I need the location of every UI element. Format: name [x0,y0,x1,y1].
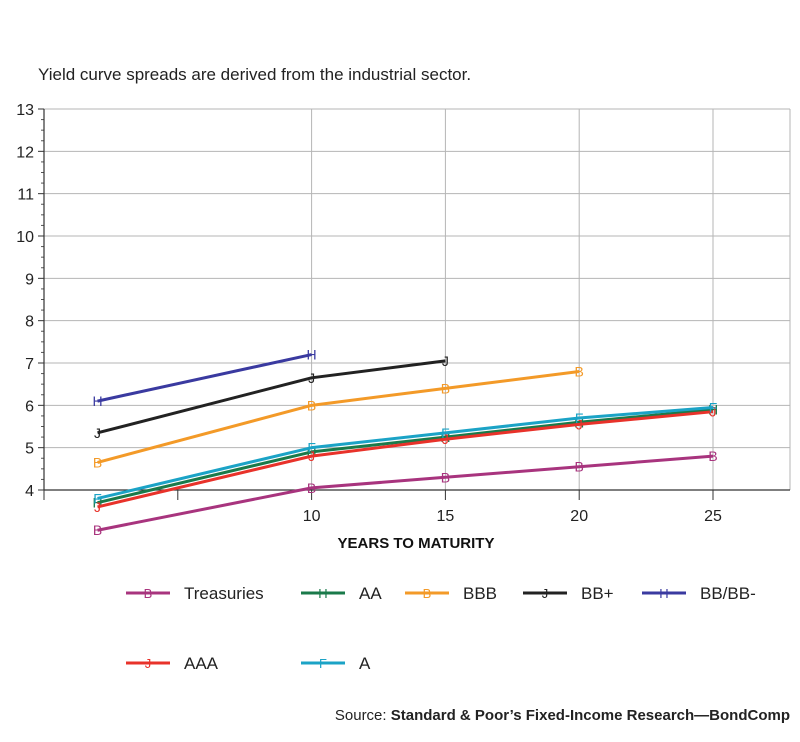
series-line-0 [97,454,714,532]
y-tick-label-13: 13 [16,102,34,119]
series-point-1-4: H [708,402,718,418]
y-tick-label-9: 9 [25,271,34,288]
series-point-6-1: F [307,440,316,456]
series-point-6-4: F [709,399,718,415]
series-point-5-0: J [94,499,101,515]
y-tick-label-4: 4 [25,483,34,500]
x-tick-label-15: 15 [437,508,455,525]
legend-label-2: BBB [463,584,497,603]
legend-marker-0: B [144,586,153,601]
series-line-5 [97,410,714,509]
source-prefix: Source: [335,707,391,724]
series-point-3-2: J [442,353,449,369]
y-tick-label-8: 8 [25,314,34,331]
x-axis-label: YEARS TO MATURITY [338,535,495,552]
legend-marker-3: J [542,586,549,601]
series-point-2-1: B [307,397,316,413]
series-line-1 [97,408,714,505]
series-point-2-0: B [93,454,102,470]
legend-label-0: Treasuries [184,584,264,603]
series-point-2-3: B [575,363,584,379]
axes: 4 5 6 7 8 9 10 11 12 13 10 15 20 25 [16,102,790,525]
series-line-6 [97,405,714,500]
series-point-3-1: J [308,370,315,386]
series-point-0-4: B [708,448,717,464]
y-tick-label-10: 10 [16,229,34,246]
series-point-1-0: H [92,495,102,511]
legend: B Treasuries H AA B BBB J BB+ H BB/BB-J AAA F A [126,584,756,673]
series-point-1-1: H [307,444,317,460]
series-point-5-1: J [308,448,315,464]
series-point-4-0: H [92,393,102,409]
series-point-6-3: F [575,410,584,426]
series-line-3 [97,359,446,435]
series-point-4-1: H [307,347,317,363]
series-point-0-1: B [307,480,316,496]
chart-subtitle: Yield curve spreads are derived from the… [38,65,471,84]
source-text: Standard & Poor’s Fixed-Income Research—… [391,707,790,724]
legend-label-4: BB/BB- [700,584,756,603]
series-point-5-2: J [442,431,449,447]
series-line-2 [97,369,580,464]
series-point-3-0: J [94,425,101,441]
y-tick-label-11: 11 [17,187,34,204]
legend-label-6: A [359,654,371,673]
series-point-6-2: F [441,425,450,441]
source-note: Source: Standard & Poor’s Fixed-Income R… [335,707,790,724]
series-point-5-4: J [710,404,717,420]
series-point-0-2: B [441,469,450,485]
series-point-2-2: B [441,380,450,396]
legend-label-3: BB+ [581,584,614,603]
series-point-1-2: H [440,429,450,445]
x-tick-label-20: 20 [570,508,588,525]
legend-marker-6: F [319,656,327,671]
x-tick-label-10: 10 [303,508,321,525]
series-line-4 [97,353,312,403]
x-tick-label-25: 25 [704,508,722,525]
series-point-5-3: J [576,416,583,432]
y-tick-label-5: 5 [25,441,34,458]
series-point-0-0: B [93,522,102,538]
series-point-6-0: F [93,490,102,506]
y-tick-label-6: 6 [25,398,34,415]
legend-marker-4: H [659,586,668,601]
legend-marker-2: B [423,586,432,601]
legend-label-1: AA [359,584,382,603]
grid [44,108,791,491]
y-tick-label-12: 12 [16,144,34,161]
series-point-0-3: B [575,459,584,475]
legend-marker-1: H [318,586,327,601]
series-point-1-3: H [574,414,584,430]
y-tick-label-7: 7 [25,356,34,373]
legend-label-5: AAA [184,654,219,673]
legend-marker-5: J [145,656,152,671]
